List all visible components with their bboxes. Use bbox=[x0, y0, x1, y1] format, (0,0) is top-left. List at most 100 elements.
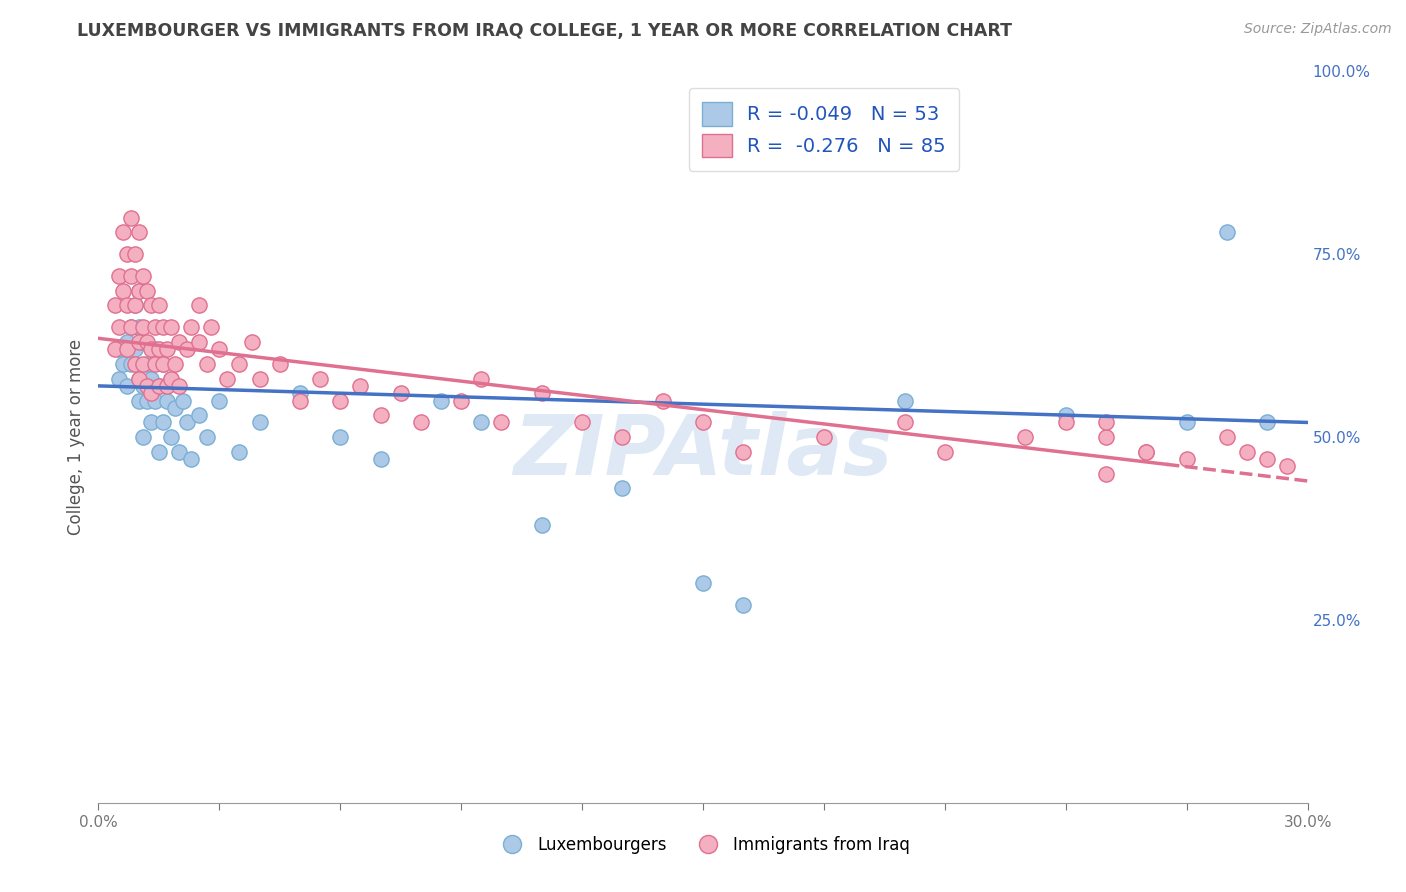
Immigrants from Iraq bbox=[132, 320, 155, 334]
Immigrants from Iraq bbox=[167, 334, 190, 349]
Immigrants from Iraq bbox=[120, 320, 142, 334]
Immigrants from Iraq bbox=[1256, 452, 1278, 467]
Immigrants from Iraq bbox=[160, 371, 183, 385]
Luxembourgers bbox=[370, 452, 392, 467]
Immigrants from Iraq bbox=[135, 334, 157, 349]
Luxembourgers bbox=[139, 416, 162, 430]
Immigrants from Iraq bbox=[329, 393, 352, 408]
Immigrants from Iraq bbox=[349, 379, 371, 393]
Immigrants from Iraq bbox=[132, 357, 155, 371]
Immigrants from Iraq bbox=[160, 320, 183, 334]
Immigrants from Iraq bbox=[180, 320, 202, 334]
Immigrants from Iraq bbox=[152, 357, 174, 371]
Luxembourgers bbox=[107, 343, 129, 357]
Immigrants from Iraq bbox=[135, 379, 157, 393]
Immigrants from Iraq bbox=[1014, 430, 1036, 444]
Text: Source: ZipAtlas.com: Source: ZipAtlas.com bbox=[1244, 22, 1392, 37]
Immigrants from Iraq bbox=[135, 284, 157, 298]
Luxembourgers bbox=[1256, 416, 1278, 430]
Immigrants from Iraq bbox=[115, 247, 138, 261]
Luxembourgers bbox=[329, 430, 352, 444]
Luxembourgers bbox=[167, 444, 190, 458]
Immigrants from Iraq bbox=[813, 430, 835, 444]
Immigrants from Iraq bbox=[470, 371, 492, 385]
Luxembourgers bbox=[107, 371, 129, 385]
Luxembourgers bbox=[124, 343, 146, 357]
Luxembourgers bbox=[208, 393, 231, 408]
Immigrants from Iraq bbox=[139, 386, 162, 401]
Immigrants from Iraq bbox=[370, 408, 392, 422]
Immigrants from Iraq bbox=[309, 371, 332, 385]
Luxembourgers bbox=[160, 430, 183, 444]
Luxembourgers bbox=[188, 408, 211, 422]
Luxembourgers bbox=[128, 284, 150, 298]
Immigrants from Iraq bbox=[240, 334, 263, 349]
Immigrants from Iraq bbox=[124, 247, 146, 261]
Immigrants from Iraq bbox=[120, 269, 142, 284]
Immigrants from Iraq bbox=[208, 343, 231, 357]
Luxembourgers bbox=[128, 320, 150, 334]
Luxembourgers bbox=[160, 371, 183, 385]
Luxembourgers bbox=[176, 416, 198, 430]
Luxembourgers bbox=[172, 393, 194, 408]
Luxembourgers bbox=[115, 379, 138, 393]
Luxembourgers bbox=[135, 357, 157, 371]
Immigrants from Iraq bbox=[692, 416, 714, 430]
Luxembourgers bbox=[132, 334, 155, 349]
Luxembourgers bbox=[228, 444, 250, 458]
Immigrants from Iraq bbox=[612, 430, 634, 444]
Immigrants from Iraq bbox=[188, 298, 211, 312]
Luxembourgers bbox=[180, 452, 202, 467]
Immigrants from Iraq bbox=[893, 416, 915, 430]
Immigrants from Iraq bbox=[530, 386, 553, 401]
Luxembourgers bbox=[135, 393, 157, 408]
Luxembourgers bbox=[692, 576, 714, 591]
Immigrants from Iraq bbox=[124, 298, 146, 312]
Luxembourgers bbox=[132, 430, 155, 444]
Luxembourgers bbox=[1216, 225, 1239, 239]
Legend: Luxembourgers, Immigrants from Iraq: Luxembourgers, Immigrants from Iraq bbox=[489, 829, 917, 860]
Luxembourgers bbox=[143, 393, 166, 408]
Immigrants from Iraq bbox=[152, 320, 174, 334]
Immigrants from Iraq bbox=[128, 284, 150, 298]
Luxembourgers bbox=[128, 393, 150, 408]
Immigrants from Iraq bbox=[1095, 430, 1118, 444]
Luxembourgers bbox=[470, 416, 492, 430]
Luxembourgers bbox=[893, 393, 915, 408]
Immigrants from Iraq bbox=[269, 357, 291, 371]
Immigrants from Iraq bbox=[176, 343, 198, 357]
Luxembourgers bbox=[1175, 416, 1198, 430]
Immigrants from Iraq bbox=[156, 343, 179, 357]
Luxembourgers bbox=[430, 393, 453, 408]
Immigrants from Iraq bbox=[1175, 452, 1198, 467]
Immigrants from Iraq bbox=[934, 444, 956, 458]
Immigrants from Iraq bbox=[1135, 444, 1157, 458]
Immigrants from Iraq bbox=[143, 320, 166, 334]
Immigrants from Iraq bbox=[288, 393, 311, 408]
Luxembourgers bbox=[163, 401, 186, 415]
Luxembourgers bbox=[156, 393, 179, 408]
Immigrants from Iraq bbox=[148, 379, 170, 393]
Y-axis label: College, 1 year or more: College, 1 year or more bbox=[66, 339, 84, 535]
Text: ZIPAtlas: ZIPAtlas bbox=[513, 411, 893, 492]
Immigrants from Iraq bbox=[148, 343, 170, 357]
Luxembourgers bbox=[143, 343, 166, 357]
Luxembourgers bbox=[152, 416, 174, 430]
Luxembourgers bbox=[128, 371, 150, 385]
Immigrants from Iraq bbox=[200, 320, 222, 334]
Luxembourgers bbox=[148, 379, 170, 393]
Immigrants from Iraq bbox=[651, 393, 673, 408]
Luxembourgers bbox=[139, 371, 162, 385]
Immigrants from Iraq bbox=[156, 379, 179, 393]
Immigrants from Iraq bbox=[188, 334, 211, 349]
Text: LUXEMBOURGER VS IMMIGRANTS FROM IRAQ COLLEGE, 1 YEAR OR MORE CORRELATION CHART: LUXEMBOURGER VS IMMIGRANTS FROM IRAQ COL… bbox=[77, 22, 1012, 40]
Immigrants from Iraq bbox=[128, 371, 150, 385]
Immigrants from Iraq bbox=[167, 379, 190, 393]
Luxembourgers bbox=[152, 357, 174, 371]
Immigrants from Iraq bbox=[139, 343, 162, 357]
Luxembourgers bbox=[115, 334, 138, 349]
Immigrants from Iraq bbox=[143, 357, 166, 371]
Luxembourgers bbox=[195, 430, 218, 444]
Immigrants from Iraq bbox=[103, 343, 125, 357]
Luxembourgers bbox=[124, 298, 146, 312]
